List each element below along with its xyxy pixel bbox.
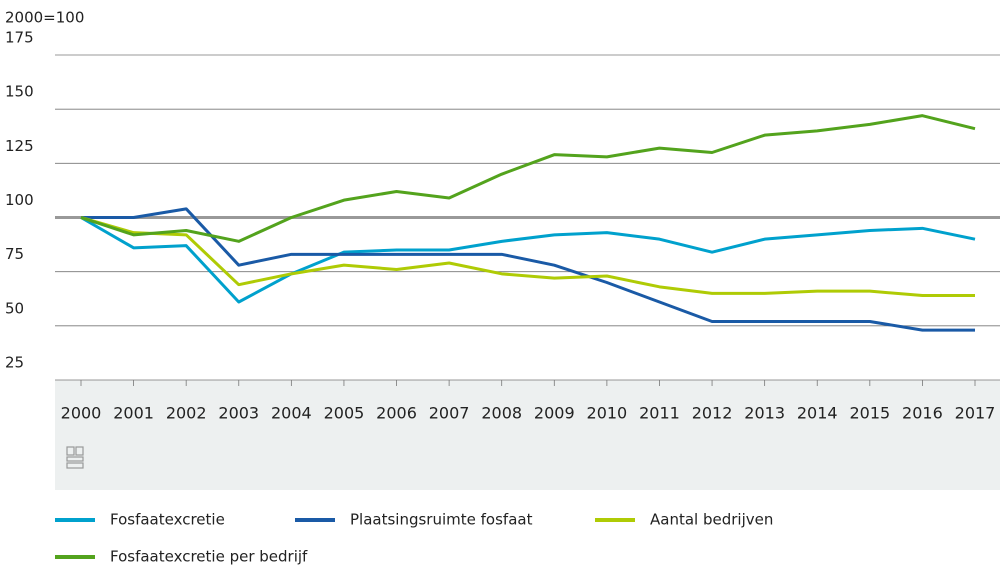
x-tick-label: 2005 [324, 404, 365, 423]
x-tick-label: 2011 [639, 404, 680, 423]
x-tick-label: 2012 [692, 404, 733, 423]
x-tick-label: 2013 [744, 404, 785, 423]
x-tick-label: 2004 [271, 404, 312, 423]
x-tick-label: 2016 [902, 404, 943, 423]
x-tick-label: 2008 [481, 404, 522, 423]
x-axis-band [55, 380, 1000, 490]
y-axis-label: 2000=100 [5, 9, 84, 27]
series-line [80, 216, 975, 297]
series-line [80, 114, 976, 243]
x-tick-label: 2007 [429, 404, 470, 423]
y-tick-label: 100 [5, 191, 34, 209]
x-tick-label: 2017 [955, 404, 996, 423]
y-tick-label: 25 [5, 354, 24, 372]
x-tick-label: 2009 [534, 404, 575, 423]
x-tick-label: 2002 [166, 404, 207, 423]
series-line [81, 207, 975, 332]
x-tick-label: 2006 [376, 404, 417, 423]
legend-label: Aantal bedrijven [650, 511, 773, 529]
legend-label: Plaatsingsruimte fosfaat [350, 511, 533, 529]
y-tick-label: 150 [5, 83, 34, 101]
x-tick-label: 2015 [849, 404, 890, 423]
x-tick-label: 2003 [218, 404, 259, 423]
y-tick-label: 50 [5, 299, 24, 317]
x-tick-label: 2001 [113, 404, 154, 423]
logo [66, 446, 84, 469]
x-tick-label: 2014 [797, 404, 838, 423]
legend-label: Fosfaatexcretie [110, 511, 225, 529]
x-tick-label: 2010 [587, 404, 628, 423]
y-tick-label: 75 [5, 245, 24, 263]
legend-label: Fosfaatexcretie per bedrijf [110, 548, 308, 566]
y-tick-label: 175 [5, 29, 34, 47]
y-tick-label: 125 [5, 137, 34, 155]
series-line [80, 216, 976, 304]
x-tick-label: 2000 [61, 404, 102, 423]
